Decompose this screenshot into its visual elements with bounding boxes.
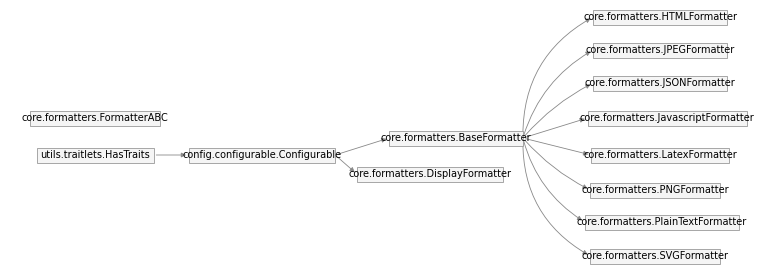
Text: core.formatters.DisplayFormatter: core.formatters.DisplayFormatter <box>349 169 511 179</box>
FancyBboxPatch shape <box>590 183 720 197</box>
Text: core.formatters.PNGFormatter: core.formatters.PNGFormatter <box>581 185 729 195</box>
FancyBboxPatch shape <box>37 148 154 162</box>
Text: core.formatters.FormatterABC: core.formatters.FormatterABC <box>22 113 168 123</box>
FancyBboxPatch shape <box>593 43 727 57</box>
FancyBboxPatch shape <box>30 111 160 125</box>
Text: core.formatters.BaseFormatter: core.formatters.BaseFormatter <box>381 133 531 143</box>
FancyBboxPatch shape <box>389 130 523 146</box>
FancyBboxPatch shape <box>357 167 503 181</box>
Text: core.formatters.PlainTextFormatter: core.formatters.PlainTextFormatter <box>577 217 747 227</box>
Text: core.formatters.JSONFormatter: core.formatters.JSONFormatter <box>584 78 736 88</box>
Text: core.formatters.JPEGFormatter: core.formatters.JPEGFormatter <box>585 45 735 55</box>
Text: core.formatters.HTMLFormatter: core.formatters.HTMLFormatter <box>583 12 737 22</box>
FancyBboxPatch shape <box>189 148 335 162</box>
FancyBboxPatch shape <box>593 76 727 90</box>
FancyBboxPatch shape <box>591 148 729 162</box>
FancyBboxPatch shape <box>588 111 746 125</box>
Text: core.formatters.JavascriptFormatter: core.formatters.JavascriptFormatter <box>580 113 754 123</box>
Text: utils.traitlets.HasTraits: utils.traitlets.HasTraits <box>40 150 150 160</box>
FancyBboxPatch shape <box>590 249 720 263</box>
Text: core.formatters.LatexFormatter: core.formatters.LatexFormatter <box>583 150 737 160</box>
Text: core.formatters.SVGFormatter: core.formatters.SVGFormatter <box>581 251 729 261</box>
Text: config.configurable.Configurable: config.configurable.Configurable <box>183 150 342 160</box>
FancyBboxPatch shape <box>593 10 727 25</box>
FancyBboxPatch shape <box>584 214 740 230</box>
